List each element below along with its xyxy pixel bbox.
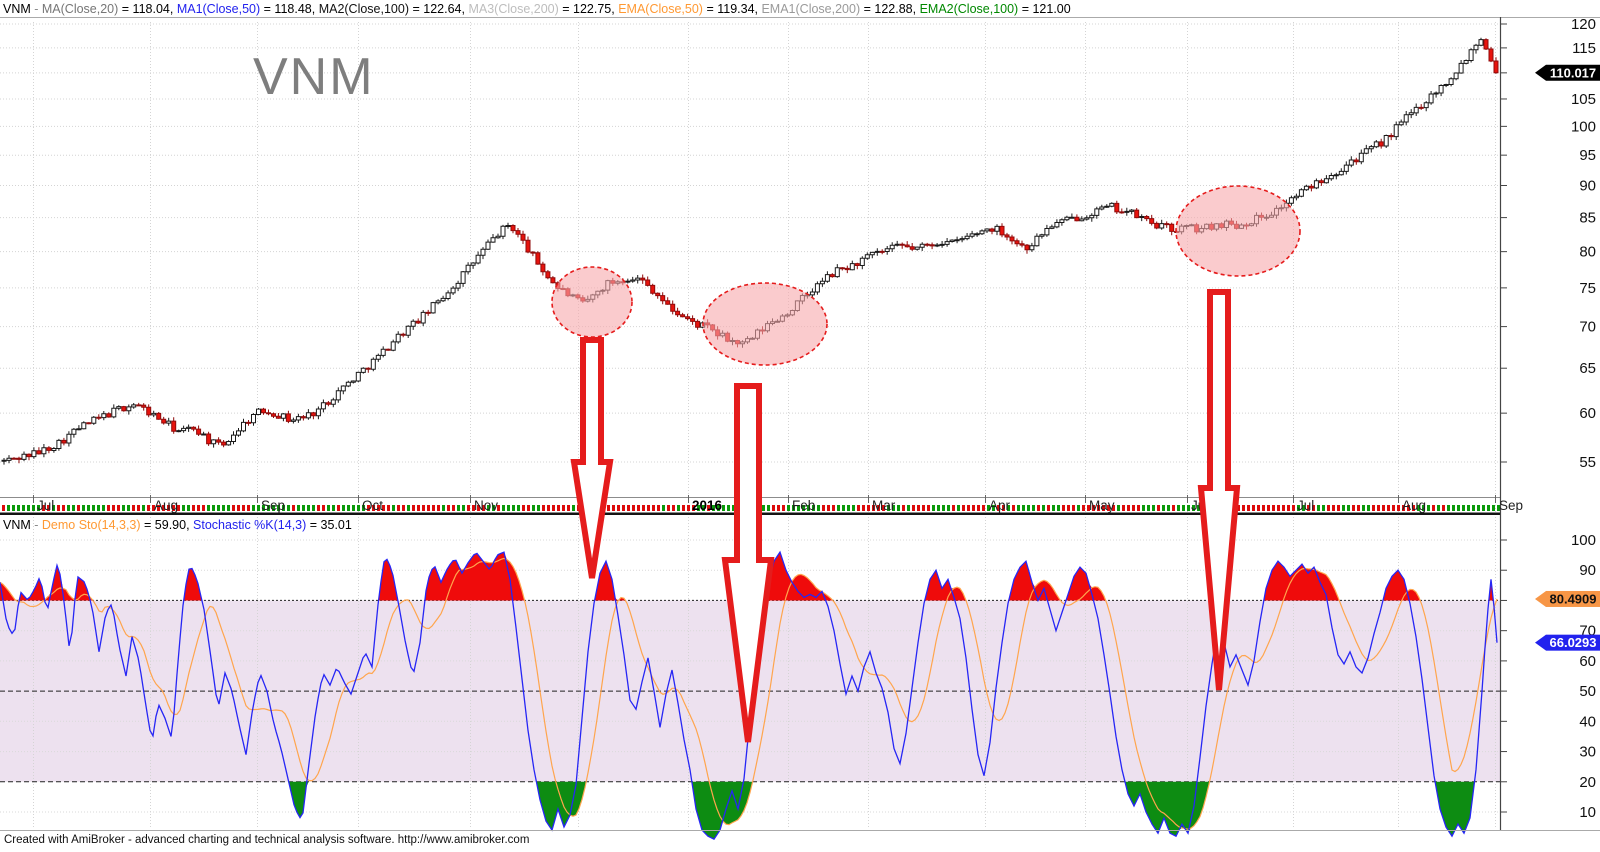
main-title-segment-3: = 118.04, (118, 2, 177, 16)
stochastic-k-badge: 66.0293 (1535, 634, 1600, 651)
svg-text:120: 120 (1571, 16, 1596, 33)
main-title-segment-7: = 122.64, (409, 2, 469, 16)
svg-text:30: 30 (1579, 744, 1596, 761)
svg-text:55: 55 (1579, 454, 1596, 471)
svg-text:115: 115 (1572, 40, 1596, 57)
svg-text:50: 50 (1579, 683, 1596, 700)
svg-text:105: 105 (1571, 91, 1596, 108)
svg-text:80.4909: 80.4909 (1550, 591, 1597, 606)
main-title-segment-10: EMA(Close,50) (618, 2, 703, 16)
svg-text:Jul: Jul (1297, 498, 1314, 513)
main-title-segment-12: EMA1(Close,200) (761, 2, 861, 16)
stochastic-panel-title: VNM - Demo Sto(14,3,3) = 59.90, Stochast… (3, 517, 352, 533)
svg-text:Nov: Nov (474, 498, 498, 513)
svg-text:66.0293: 66.0293 (1550, 635, 1597, 650)
svg-text:60: 60 (1579, 653, 1596, 670)
svg-text:10: 10 (1579, 804, 1596, 821)
symbol-watermark: VNM (253, 48, 375, 106)
highlight-ellipse-3 (1175, 185, 1301, 277)
main-title-segment-9: = 122.75, (558, 2, 619, 16)
highlight-ellipse-2 (702, 282, 828, 366)
svg-text:Sep: Sep (261, 498, 285, 513)
demo-sto-line (0, 557, 1498, 830)
stoch-title-segment-5: = 35.01 (306, 518, 352, 532)
svg-text:Oct: Oct (362, 498, 383, 513)
svg-text:110.017: 110.017 (1550, 65, 1596, 80)
svg-text:90: 90 (1579, 178, 1596, 195)
svg-text:100: 100 (1571, 118, 1596, 135)
svg-text:60: 60 (1579, 405, 1596, 422)
main-title-segment-1: - (30, 2, 42, 16)
main-title-segment-5: = 118.48, (260, 2, 319, 16)
main-title-segment-11: = 119.34, (702, 2, 762, 16)
svg-text:80: 80 (1579, 244, 1596, 261)
svg-text:Jul: Jul (37, 498, 54, 513)
main-title-segment-8: MA3(Close,200) (468, 2, 559, 16)
svg-text:May: May (1089, 498, 1115, 513)
stoch-title-segment-1: - (30, 518, 42, 532)
svg-text:Aug: Aug (1402, 498, 1426, 513)
svg-text:40: 40 (1579, 713, 1596, 730)
main-title-segment-0: VNM (3, 2, 31, 16)
amibroker-footer-text: Created with AmiBroker - advanced charti… (4, 834, 530, 846)
svg-text:2016: 2016 (692, 498, 723, 513)
highlight-ellipse-1 (551, 266, 633, 338)
svg-text:Apr: Apr (989, 498, 1011, 513)
svg-text:Mar: Mar (872, 498, 896, 513)
svg-text:Sep: Sep (1499, 498, 1523, 513)
svg-text:75: 75 (1579, 280, 1596, 297)
stoch-title-segment-2: Demo Sto(14,3,3) (41, 518, 141, 532)
svg-text:85: 85 (1579, 210, 1596, 227)
annotations (551, 185, 1301, 743)
main-title-segment-4: MA1(Close,50) (176, 2, 261, 16)
last-price-badge: 110.017 (1535, 64, 1600, 81)
main-title-segment-13: = 122.88, (860, 2, 920, 16)
stoch-title-segment-0: VNM (3, 518, 31, 532)
signal-arrow-2 (721, 383, 775, 743)
svg-text:Aug: Aug (154, 498, 178, 513)
demo-sto-badge: 80.4909 (1535, 590, 1600, 607)
main-chart-title: VNM - MA(Close,20) = 118.04, MA1(Close,5… (3, 1, 1600, 17)
signal-arrow-1 (570, 337, 614, 579)
oversold-fill (288, 781, 1475, 840)
stoch-title-segment-4: Stochastic %K(14,3) (193, 518, 307, 532)
svg-text:20: 20 (1579, 774, 1596, 791)
svg-text:70: 70 (1579, 319, 1596, 336)
svg-text:Feb: Feb (792, 498, 815, 513)
main-title-segment-6: MA2(Close,100) (318, 2, 410, 16)
svg-text:100: 100 (1571, 532, 1596, 549)
svg-text:65: 65 (1579, 360, 1596, 377)
main-title-segment-2: MA(Close,20) (41, 2, 119, 16)
main-title-segment-15: = 121.00 (1018, 2, 1071, 16)
stoch-title-segment-3: = 59.90, (140, 518, 194, 532)
svg-text:90: 90 (1579, 562, 1596, 579)
main-title-segment-14: EMA2(Close,100) (919, 2, 1019, 16)
svg-text:95: 95 (1579, 147, 1596, 164)
signal-arrow-3 (1197, 289, 1241, 691)
